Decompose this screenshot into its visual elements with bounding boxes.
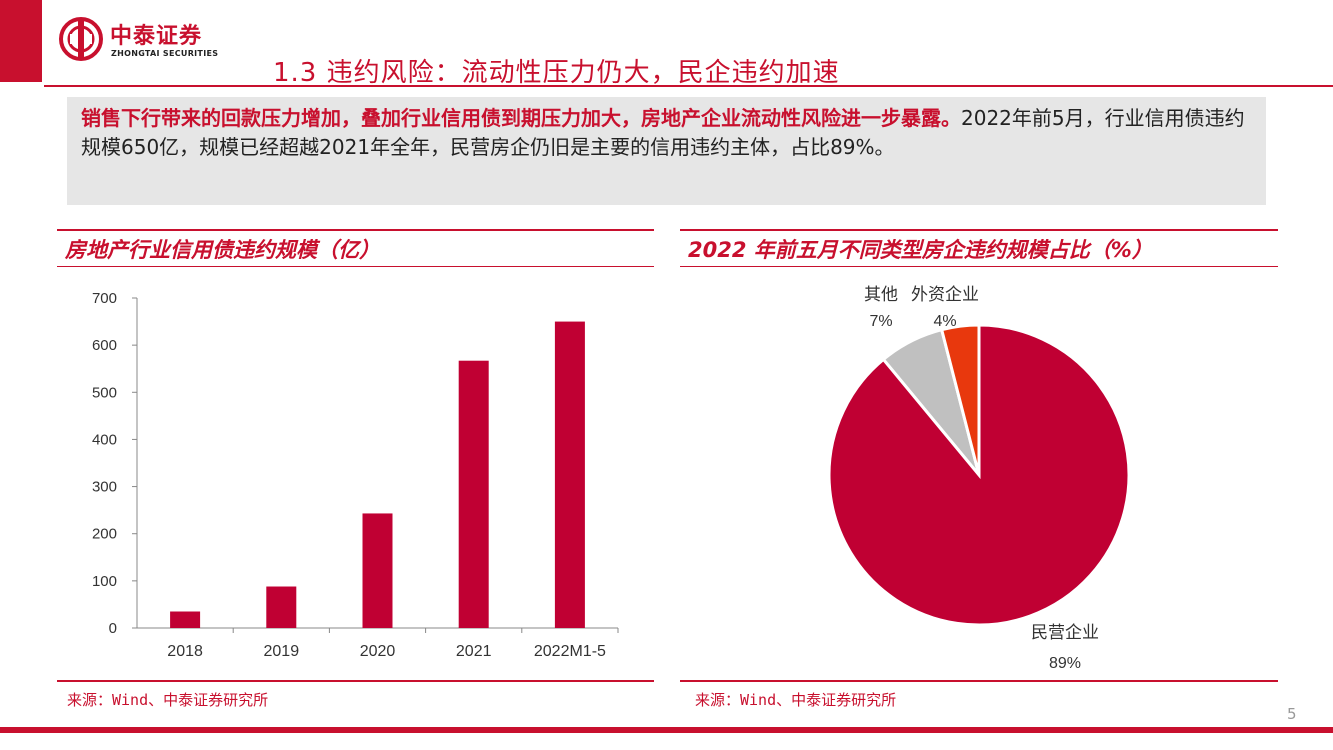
y-tick-label: 500	[92, 384, 117, 401]
summary-highlight: 销售下行带来的回款压力增加，叠加行业信用债到期压力加大，房地产企业流动性风险进一…	[81, 106, 961, 130]
pie-value-label: 4%	[933, 313, 956, 330]
x-tick-label: 2021	[456, 643, 492, 660]
left-source: 来源：Wind、中泰证券研究所	[67, 691, 269, 709]
pie-label: 其他	[864, 285, 898, 304]
y-tick-label: 600	[92, 337, 117, 354]
logo-text-cn: 中泰证券	[110, 24, 203, 49]
pie-value-label: 89%	[1049, 655, 1081, 670]
pie-slice-民营企业	[827, 323, 1131, 627]
left-panel-title: 房地产行业信用债违约规模（亿）	[65, 238, 380, 262]
footer-line	[0, 727, 1333, 733]
bar-2020	[362, 513, 393, 628]
right-panel-title: 2022 年前五月不同类型房企违约规模占比（%）	[688, 238, 1153, 262]
right-panel-bottom-rule	[680, 680, 1278, 682]
page-title: 1.3 违约风险：流动性压力仍大，民企违约加速	[273, 58, 840, 88]
pie-label: 外资企业	[911, 285, 979, 304]
y-tick-label: 400	[92, 431, 117, 448]
right-source: 来源：Wind、中泰证券研究所	[695, 691, 897, 709]
x-tick-label: 2020	[360, 643, 396, 660]
y-tick-label: 300	[92, 479, 117, 496]
bar-2022M1-5	[554, 321, 585, 628]
pie-chart: 民营企业 89% 其他 7% 外资企业 4%	[827, 285, 1131, 670]
y-tick-label: 200	[92, 526, 117, 543]
title-divider	[44, 85, 1333, 87]
logo-icon	[59, 17, 103, 61]
bar-chart: 0 100 200 300 400 500 600 700 2018 2019 2020 2021 20…	[92, 290, 619, 660]
bar-2018	[170, 611, 201, 628]
right-panel-header: 2022 年前五月不同类型房企违约规模占比（%）	[680, 229, 1278, 267]
x-tick-label: 2019	[264, 643, 300, 660]
left-accent-bar	[0, 0, 42, 82]
left-panel-header: 房地产行业信用债违约规模（亿）	[57, 229, 654, 267]
x-tick-label: 2022M1-5	[534, 643, 606, 660]
page-number: 5	[1287, 705, 1297, 723]
bar-2021	[458, 360, 489, 628]
y-tick-label: 0	[109, 620, 117, 637]
left-panel-bottom-rule	[57, 680, 654, 682]
summary-box: 销售下行带来的回款压力增加，叠加行业信用债到期压力加大，房地产企业流动性风险进一…	[67, 97, 1266, 205]
bar-2019	[266, 586, 297, 628]
y-tick-label: 700	[92, 290, 117, 307]
summary-body: 2022年前5月，行业信用债违约规模650亿，规模已经超越2021年全年，民营房…	[81, 106, 1245, 159]
logo-text-en: ZHONGTAI SECURITIES	[111, 49, 219, 58]
y-tick-label: 100	[92, 573, 117, 590]
x-tick-label: 2018	[167, 643, 203, 660]
pie-label: 民营企业	[1031, 623, 1099, 642]
company-logo: 中泰证券 ZHONGTAI SECURITIES	[58, 16, 248, 64]
pie-value-label: 7%	[869, 313, 892, 330]
